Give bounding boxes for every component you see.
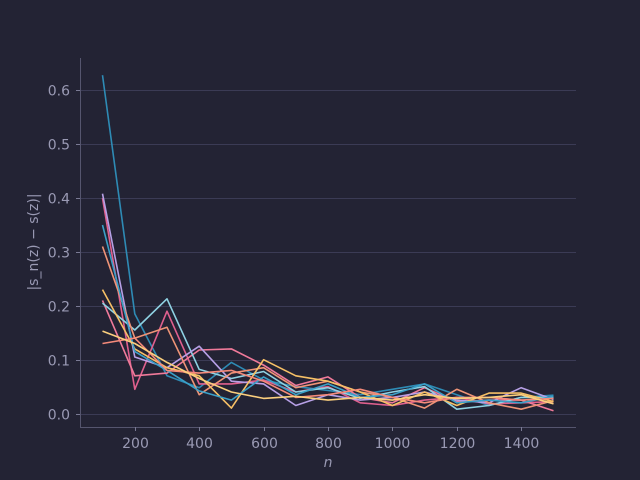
x-tick-label: 1000 bbox=[375, 436, 411, 452]
y-tick-label: 0.3 bbox=[48, 246, 70, 262]
y-axis-label: |s_n(z) − s(z)| bbox=[26, 193, 42, 290]
y-tick-label: 0.4 bbox=[48, 192, 70, 208]
series-line-2 bbox=[101, 197, 554, 407]
series-line-9 bbox=[102, 337, 554, 404]
series-line-10 bbox=[102, 330, 554, 405]
series-line-1 bbox=[101, 75, 554, 407]
series-line-6 bbox=[101, 246, 554, 411]
x-tick-label: 1200 bbox=[440, 436, 476, 452]
y-tick-label: 0.6 bbox=[48, 84, 70, 100]
x-axis-ticks: 200 400 600 800 1000 1200 1400 bbox=[122, 427, 539, 452]
x-tick-label: 800 bbox=[315, 436, 342, 452]
series-line-8 bbox=[101, 224, 554, 404]
x-tick-label: 400 bbox=[186, 436, 213, 452]
y-tick-label: 0.0 bbox=[48, 408, 70, 424]
axes-frame bbox=[80, 58, 576, 428]
y-tick-label: 0.1 bbox=[48, 354, 70, 370]
grid bbox=[80, 90, 576, 415]
series-lines bbox=[101, 75, 554, 412]
x-axis-label: n bbox=[324, 455, 333, 471]
series-line-4 bbox=[101, 297, 554, 411]
y-axis-ticks: 0.0 0.1 0.2 0.3 0.4 0.5 0.6 bbox=[48, 84, 80, 424]
y-tick-label: 0.2 bbox=[48, 300, 70, 316]
x-tick-label: 1400 bbox=[504, 436, 540, 452]
x-tick-label: 600 bbox=[251, 436, 278, 452]
series-line-5 bbox=[101, 193, 554, 407]
y-tick-label: 0.5 bbox=[48, 138, 70, 154]
x-tick-label: 200 bbox=[122, 436, 149, 452]
